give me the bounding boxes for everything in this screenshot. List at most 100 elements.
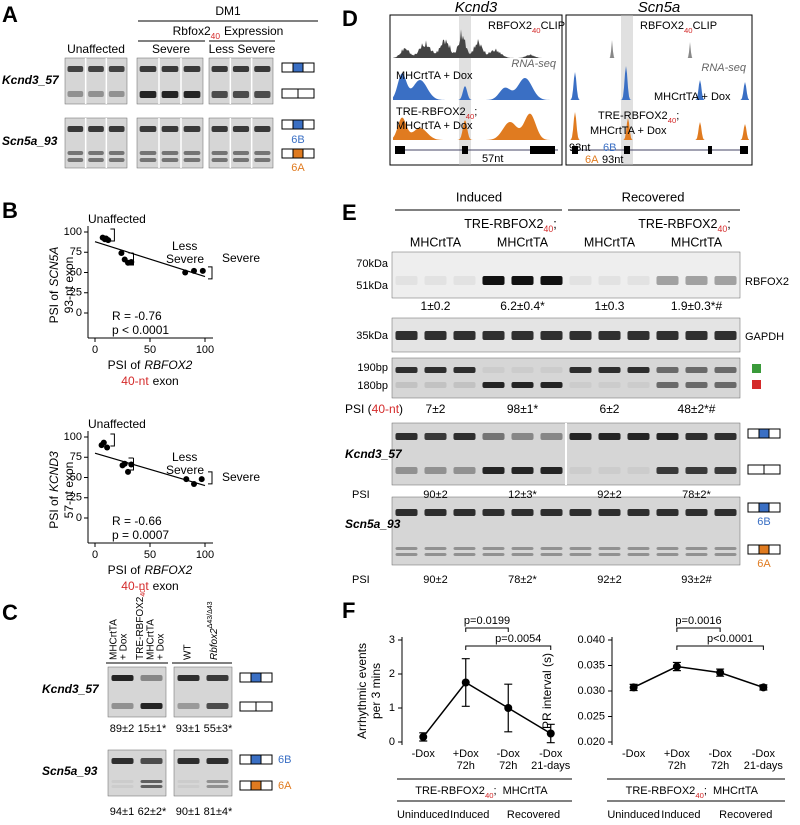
quant-value: 1.9±0.3*# (671, 299, 723, 313)
gel-band (140, 785, 163, 788)
data-point (461, 678, 470, 687)
gel (107, 749, 167, 797)
label: MHCrtTA (671, 235, 723, 249)
label-part: 40-nt (372, 402, 400, 416)
label-part: TRE-RBFOX2 (626, 785, 696, 797)
label: RNA-seq (701, 62, 747, 74)
psi-value: 94±1 (110, 806, 134, 818)
gel-band (211, 66, 228, 72)
gel-band (424, 433, 447, 440)
gel (173, 749, 233, 797)
gel-band (656, 553, 679, 556)
data-point (105, 237, 112, 244)
label-part: 40-nt (121, 374, 149, 388)
data-point (629, 683, 638, 692)
y-axis-label: PSI of KCND3 (47, 451, 61, 529)
data-point (128, 461, 135, 468)
gel-band (395, 467, 418, 474)
gel-band (656, 331, 679, 340)
gel-band (139, 91, 157, 98)
label: Kcnd3_57 (345, 447, 403, 461)
exon-alt (292, 62, 304, 73)
gel-band (511, 331, 534, 340)
label-part: ; (494, 785, 497, 797)
label: 6A (291, 162, 305, 174)
y-tick-label: 50 (70, 266, 82, 278)
label-part: KCND3 (47, 451, 61, 492)
p-value: p<0.0001 (707, 633, 753, 645)
y-tick-label: 25 (70, 287, 82, 299)
gel-band (424, 382, 447, 388)
data-point (104, 444, 111, 451)
row-label: Scn5a_93 (2, 134, 58, 148)
gel-band (161, 126, 179, 132)
gel-band (482, 382, 505, 388)
label: GAPDH (745, 331, 784, 343)
x-axis-label: PSI of RBFOX2 (108, 563, 193, 577)
data-point (546, 729, 555, 738)
comparison-bracket (676, 627, 721, 632)
label-part: 40 (717, 224, 727, 234)
y-axis-label: per 3 mins (369, 663, 383, 719)
psi-value: 90±1 (176, 806, 200, 818)
p-value: p=0.0054 (495, 633, 541, 645)
exon-alt (292, 119, 304, 130)
gel-band (206, 703, 229, 709)
expression-label: Rbfox240 Expression (173, 24, 284, 41)
label-part: RBFOX2 (144, 563, 192, 577)
panel-letter: E (342, 200, 357, 225)
label: Severe (222, 470, 260, 484)
bracket (110, 228, 115, 242)
gel-band (627, 467, 650, 474)
label: Induced (456, 189, 502, 204)
exon-alt (292, 148, 304, 159)
gel-band (656, 467, 679, 474)
gel-band (540, 553, 563, 556)
row-label: Scn5a_93 (42, 764, 98, 778)
gel-band (598, 276, 621, 285)
exon-alt (758, 428, 770, 439)
label: Unaffected (67, 42, 125, 56)
label-part: TRE-RBFOX2 (135, 596, 146, 660)
psi-value: 55±3* (204, 723, 233, 735)
exon-block (530, 146, 555, 154)
label: PSI (352, 489, 370, 501)
y-tick-label: 75 (70, 451, 82, 463)
gel-band (569, 276, 592, 285)
p-value: p=0.0016 (675, 615, 721, 627)
gel-band (183, 151, 201, 155)
stat-label: p = 0.0007 (112, 528, 169, 542)
gel-band (540, 382, 563, 388)
label: TRE-RBFOX240; (638, 217, 730, 234)
panel-letter: D (342, 6, 358, 31)
x-tick-label: 21-days (744, 760, 784, 772)
exon-block (624, 146, 630, 154)
label: 6B (291, 134, 304, 146)
gel-band (656, 433, 679, 440)
panel-letter: C (2, 600, 18, 625)
gel-band (395, 331, 418, 340)
gel-band (598, 331, 621, 340)
label-part: ; (553, 217, 556, 231)
y-tick-label: 50 (70, 471, 82, 483)
gel-band (685, 509, 708, 516)
gel-band (685, 553, 708, 556)
gel-band (111, 785, 134, 788)
label: Recovered (507, 809, 560, 821)
gel-band (111, 758, 134, 764)
data-point (118, 250, 125, 257)
gel-band (627, 331, 650, 340)
x-tick-label: 100 (196, 549, 214, 561)
label: Induced (450, 809, 489, 821)
y-tick-label: 0.025 (577, 710, 605, 722)
gel-band (140, 675, 163, 681)
gel-band (161, 91, 179, 98)
label: Recovered (622, 189, 685, 204)
gel-band (88, 91, 104, 97)
label: 93nt (602, 154, 623, 166)
gel-band (627, 276, 650, 285)
gel (391, 357, 741, 399)
exon-alt (250, 754, 262, 765)
exon-block (740, 146, 748, 154)
gel-band (183, 66, 201, 72)
